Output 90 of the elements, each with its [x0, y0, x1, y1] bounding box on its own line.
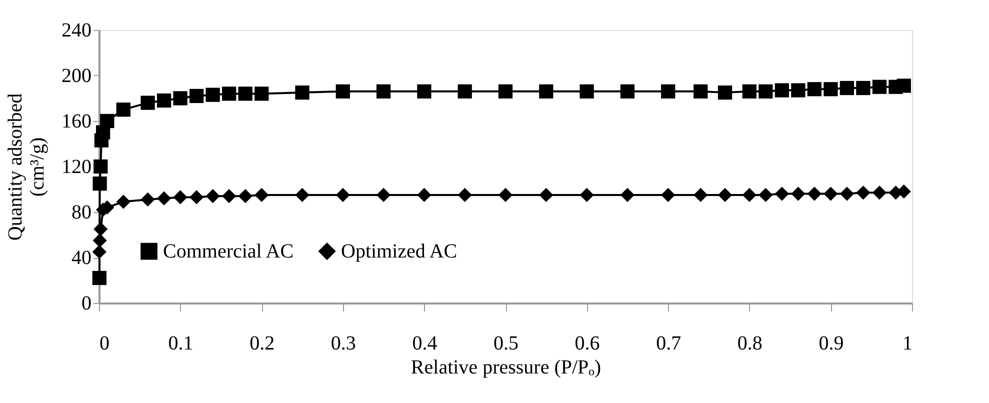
x-tick-label: 1 — [902, 332, 912, 354]
x-tick-label: 0.3 — [330, 332, 356, 354]
y-tick-label: 0 — [82, 292, 92, 314]
point — [156, 191, 172, 206]
point — [94, 159, 108, 174]
point — [173, 91, 188, 106]
point — [189, 190, 204, 204]
point — [856, 80, 870, 96]
point — [840, 80, 854, 96]
point — [774, 186, 789, 201]
point — [206, 88, 220, 102]
point — [295, 85, 310, 100]
point — [824, 82, 838, 96]
x-tick-label: 0.9 — [818, 332, 844, 354]
point — [222, 86, 236, 101]
point — [791, 83, 806, 98]
point — [189, 88, 204, 104]
point — [742, 84, 756, 98]
point — [840, 186, 854, 201]
point — [872, 80, 887, 94]
point — [336, 188, 350, 202]
point — [116, 102, 130, 117]
y-tick-label: 160 — [62, 110, 92, 132]
x-tick-label: 0.2 — [250, 332, 275, 354]
legend-label: Commercial AC — [163, 240, 294, 262]
point — [620, 188, 635, 202]
point — [824, 186, 838, 201]
x-tick-label: 0.1 — [168, 332, 194, 354]
point — [92, 244, 106, 259]
point — [140, 96, 155, 110]
point — [376, 188, 391, 202]
point — [539, 188, 554, 202]
y-tick-label: 120 — [62, 156, 92, 178]
point — [238, 189, 252, 204]
x-tick-label: 0.8 — [737, 332, 762, 354]
point — [206, 189, 220, 204]
point — [238, 86, 252, 101]
y-tick-label: 200 — [62, 65, 92, 87]
point — [872, 186, 887, 200]
point — [295, 188, 310, 202]
point — [896, 78, 911, 93]
point — [694, 84, 708, 98]
point — [156, 93, 172, 108]
point — [758, 84, 773, 98]
point — [173, 190, 188, 204]
point — [791, 186, 806, 201]
point — [807, 186, 822, 201]
point — [376, 84, 391, 98]
point — [807, 82, 822, 96]
point — [742, 188, 756, 202]
point — [580, 84, 594, 98]
point — [661, 188, 676, 202]
point — [92, 233, 107, 248]
x-tick-label: 0 — [100, 332, 110, 354]
x-tick-label: 0.5 — [494, 332, 518, 354]
y-tick-label: 40 — [72, 247, 92, 269]
point — [856, 186, 870, 200]
point — [92, 270, 106, 286]
point — [94, 222, 108, 236]
point — [100, 114, 114, 128]
x-axis-title: Relative pressure (P/Pₒ) — [410, 356, 602, 378]
x-tick-label: 0.6 — [574, 332, 600, 354]
point — [140, 192, 155, 207]
point — [580, 188, 594, 202]
point — [254, 86, 269, 101]
point — [336, 84, 350, 98]
point — [116, 194, 130, 209]
point — [539, 84, 554, 98]
point — [92, 176, 107, 191]
point — [417, 84, 432, 98]
y-axis-title: Quantity adsorbed (cm³/g) — [4, 93, 48, 241]
point — [254, 188, 269, 202]
point — [774, 83, 789, 98]
point — [498, 188, 513, 202]
point — [417, 188, 432, 202]
point — [758, 188, 773, 202]
point — [458, 188, 472, 202]
y-tick-label: 240 — [62, 20, 92, 42]
point — [661, 84, 676, 98]
point — [498, 84, 513, 98]
point — [718, 188, 732, 202]
point — [694, 188, 708, 202]
point — [718, 85, 732, 100]
point — [620, 84, 635, 98]
legend-label: Optimized AC — [341, 240, 458, 262]
x-tick-label: 0.7 — [656, 332, 682, 354]
point — [222, 189, 236, 204]
point — [458, 84, 472, 98]
x-tick-label: 0.4 — [412, 332, 438, 354]
y-tick-label: 80 — [72, 202, 92, 224]
